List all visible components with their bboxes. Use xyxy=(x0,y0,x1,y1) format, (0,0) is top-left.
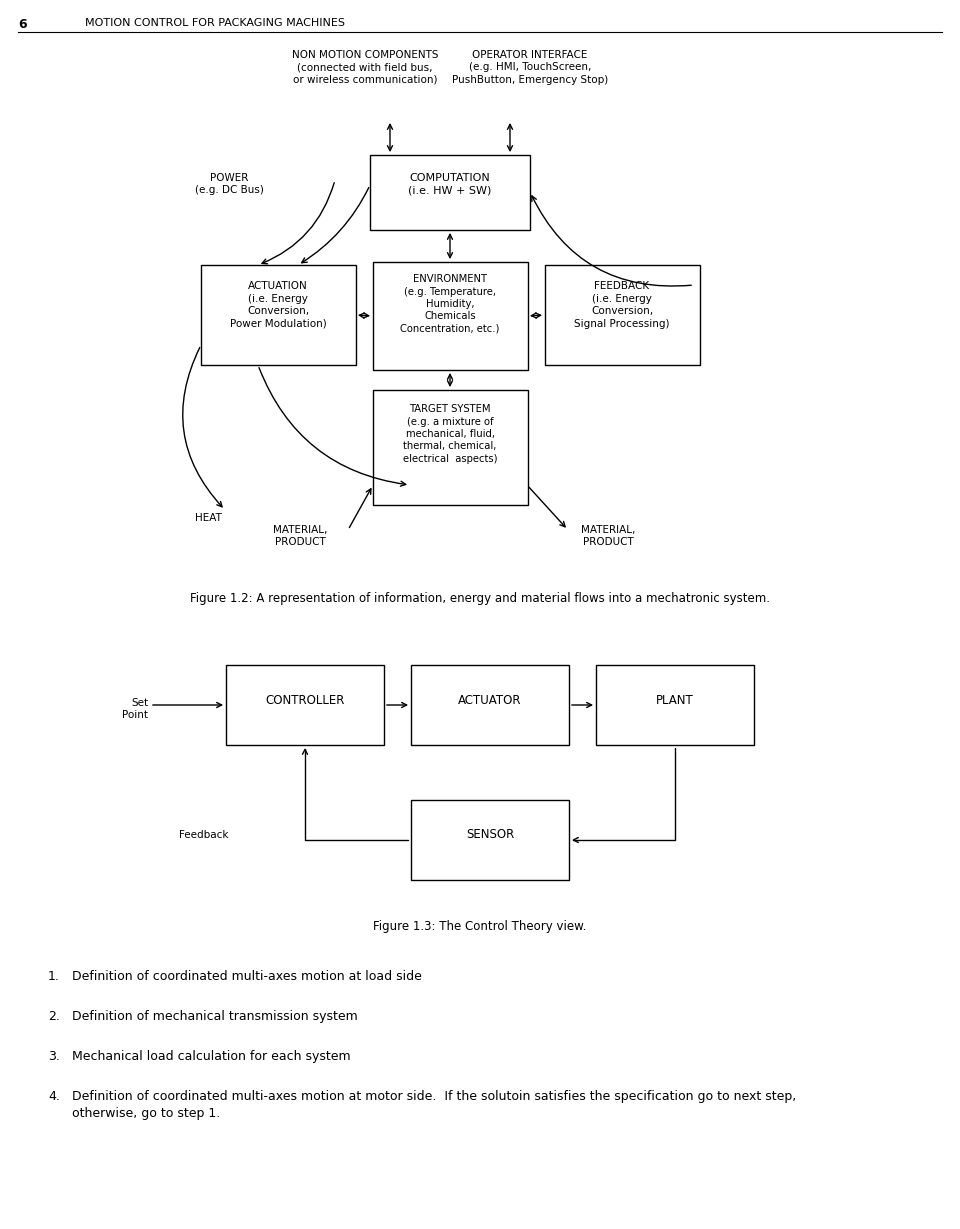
Bar xyxy=(201,265,356,365)
Text: NON MOTION COMPONENTS
(connected with field bus,
or wireless communication): NON MOTION COMPONENTS (connected with fi… xyxy=(292,50,439,85)
Text: Mechanical load calculation for each system: Mechanical load calculation for each sys… xyxy=(72,1050,350,1063)
Text: ACTUATOR: ACTUATOR xyxy=(458,693,521,707)
Text: Figure 1.3: The Control Theory view.: Figure 1.3: The Control Theory view. xyxy=(373,921,587,933)
Text: MOTION CONTROL FOR PACKAGING MACHINES: MOTION CONTROL FOR PACKAGING MACHINES xyxy=(85,18,345,28)
Text: 2.: 2. xyxy=(48,1010,60,1023)
Text: Set
Point: Set Point xyxy=(122,698,148,720)
Text: FEEDBACK
(i.e. Energy
Conversion,
Signal Processing): FEEDBACK (i.e. Energy Conversion, Signal… xyxy=(574,281,670,328)
Text: PLANT: PLANT xyxy=(656,693,694,707)
Text: 4.: 4. xyxy=(48,1090,60,1102)
Bar xyxy=(373,390,528,505)
Text: COMPUTATION
(i.e. HW + SW): COMPUTATION (i.e. HW + SW) xyxy=(408,173,492,195)
Text: Definition of mechanical transmission system: Definition of mechanical transmission sy… xyxy=(72,1010,358,1023)
Bar xyxy=(596,665,754,745)
Bar xyxy=(373,262,528,370)
Text: SENSOR: SENSOR xyxy=(466,828,515,842)
Bar xyxy=(370,155,530,230)
Text: HEAT: HEAT xyxy=(195,512,222,524)
Text: CONTROLLER: CONTROLLER xyxy=(265,693,345,707)
Text: ENVIRONMENT
(e.g. Temperature,
Humidity,
Chemicals
Concentration, etc.): ENVIRONMENT (e.g. Temperature, Humidity,… xyxy=(400,274,500,334)
Text: Figure 1.2: A representation of information, energy and material flows into a me: Figure 1.2: A representation of informat… xyxy=(190,592,770,605)
Text: MATERIAL,
PRODUCT: MATERIAL, PRODUCT xyxy=(273,525,327,547)
Text: ACTUATION
(i.e. Energy
Conversion,
Power Modulation): ACTUATION (i.e. Energy Conversion, Power… xyxy=(229,281,326,328)
Text: Definition of coordinated multi-axes motion at motor side.  If the solutoin sati: Definition of coordinated multi-axes mot… xyxy=(72,1090,796,1120)
Bar xyxy=(545,265,700,365)
Bar xyxy=(411,800,569,880)
Text: 1.: 1. xyxy=(48,970,60,983)
Text: TARGET SYSTEM
(e.g. a mixture of
mechanical, fluid,
thermal, chemical,
electrica: TARGET SYSTEM (e.g. a mixture of mechani… xyxy=(403,404,497,463)
Text: MATERIAL,
PRODUCT: MATERIAL, PRODUCT xyxy=(581,525,636,547)
Text: 6: 6 xyxy=(18,18,27,31)
Text: POWER
(e.g. DC Bus): POWER (e.g. DC Bus) xyxy=(195,173,264,195)
Bar xyxy=(226,665,384,745)
Text: Feedback: Feedback xyxy=(179,830,228,839)
Bar xyxy=(411,665,569,745)
Text: Definition of coordinated multi-axes motion at load side: Definition of coordinated multi-axes mot… xyxy=(72,970,421,983)
Text: OPERATOR INTERFACE
(e.g. HMI, TouchScreen,
PushButton, Emergency Stop): OPERATOR INTERFACE (e.g. HMI, TouchScree… xyxy=(452,50,608,85)
Text: 3.: 3. xyxy=(48,1050,60,1063)
